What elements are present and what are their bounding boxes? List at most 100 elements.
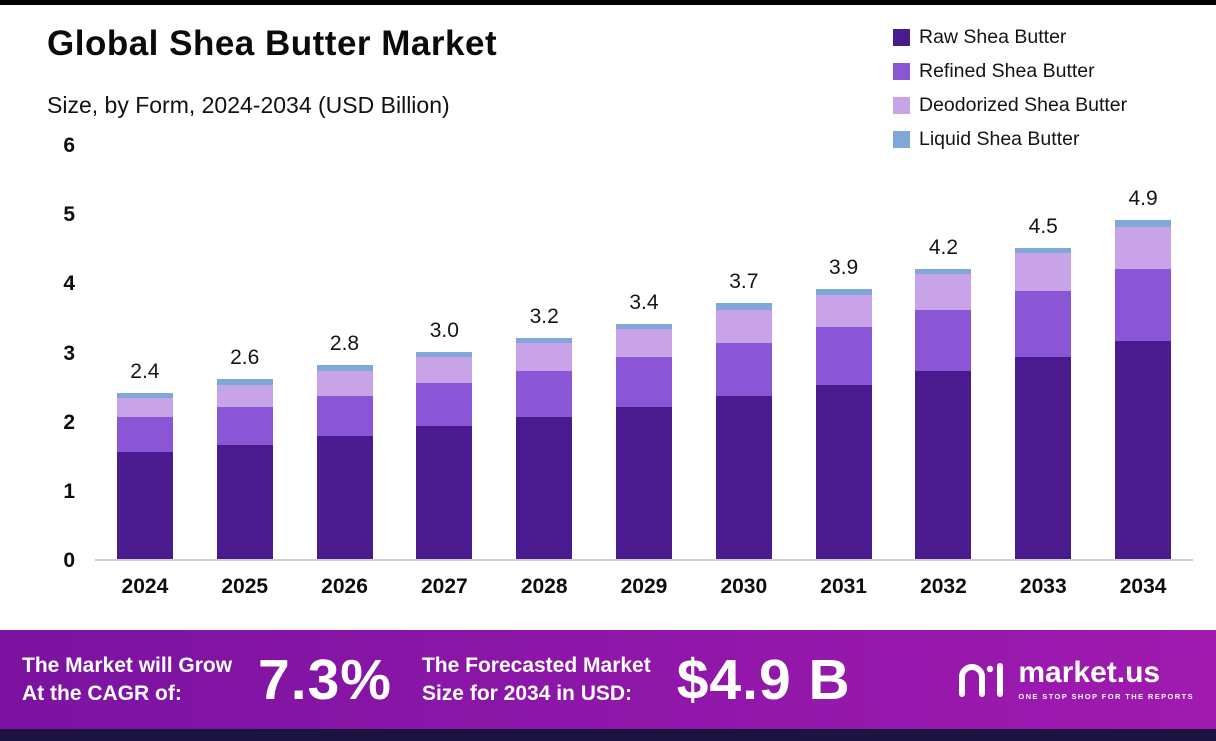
bar-group: 4.2 2032 [894, 146, 994, 598]
bar-segment-deodorized [416, 357, 473, 384]
y-tick-label: 2 [63, 410, 75, 434]
bar-total-label: 2.8 [329, 332, 360, 356]
bar-segment-liquid [216, 379, 273, 385]
bar-segment-refined [915, 310, 972, 371]
legend-swatch-liquid [893, 131, 910, 148]
legend-label: Refined Shea Butter [919, 60, 1095, 82]
brand-logo: market.us ONE STOP SHOP FOR THE REPORTS [956, 658, 1194, 701]
bar-group: 2.6 2025 [195, 146, 295, 598]
bar-group: 4.5 2033 [993, 146, 1093, 598]
x-axis-label: 2024 [121, 575, 169, 598]
bar-segment-liquid [715, 303, 772, 310]
bar-group: 3.7 2030 [694, 146, 794, 598]
x-axis-label: 2032 [920, 575, 967, 598]
bar-segment-raw [1115, 341, 1172, 559]
bar-segment-deodorized [915, 274, 972, 310]
bar-segment-deodorized [116, 397, 173, 418]
bar-segment-refined [216, 406, 273, 445]
bar-group: 3.9 2031 [794, 146, 894, 598]
bar-total-label: 2.6 [230, 346, 260, 370]
cagr-text: The Market will Grow At the CAGR of: [22, 653, 233, 705]
stacked-bar [1015, 146, 1072, 559]
legend-item-raw: Raw Shea Butter [893, 26, 1127, 49]
bar-segment-refined [615, 357, 672, 407]
bar-segment-raw [1015, 357, 1072, 559]
y-tick-label: 6 [63, 134, 75, 157]
bar-segment-liquid [116, 393, 173, 398]
bar-segment-liquid [915, 268, 972, 275]
stacked-bar [1115, 146, 1172, 559]
legend-label: Deodorized Shea Butter [919, 94, 1128, 116]
bar-group: 2.4 2024 [95, 146, 195, 598]
bar-segment-refined [116, 417, 173, 452]
bar-segment-raw [116, 451, 173, 559]
bar-segment-liquid [1115, 220, 1172, 227]
legend-item-liquid: Liquid Shea Butter [893, 128, 1127, 151]
legend-swatch-deodorized [893, 97, 910, 114]
legend: Raw Shea Butter Refined Shea Butter Deod… [893, 26, 1127, 162]
x-axis-label: 2033 [1019, 575, 1067, 598]
bar-segment-raw [615, 406, 672, 559]
legend-item-refined: Refined Shea Butter [893, 60, 1127, 83]
bar-segment-liquid [615, 323, 672, 330]
bar-total-label: 3.4 [629, 290, 659, 314]
stacked-bar [715, 146, 772, 559]
bar-total-label: 4.5 [1028, 214, 1058, 238]
x-axis-label: 2031 [820, 575, 867, 598]
stacked-bar [416, 146, 473, 559]
forecast-value: $4.9 B [676, 647, 851, 712]
stacked-bar [116, 146, 173, 559]
brand-text: market.us ONE STOP SHOP FOR THE REPORTS [1018, 656, 1194, 702]
y-tick-label: 3 [63, 341, 75, 365]
x-axis-label: 2030 [720, 575, 768, 598]
y-tick-label: 0 [63, 549, 75, 572]
brand-icon [959, 662, 1004, 697]
bar-segment-refined [416, 383, 473, 427]
bar-total-label: 2.4 [130, 360, 160, 383]
bar-segment-liquid [416, 351, 473, 358]
x-axis-label: 2025 [221, 575, 269, 598]
bar-group: 3.2 2028 [494, 146, 594, 598]
brand-tagline: ONE STOP SHOP FOR THE REPORTS [1018, 692, 1194, 701]
bar-total-label: 3.0 [429, 318, 459, 342]
legend-label: Liquid Shea Butter [919, 128, 1080, 150]
bar-segment-liquid [516, 337, 573, 344]
page-title: Global Shea Butter Market [47, 24, 498, 63]
bar-segment-refined [316, 395, 373, 436]
y-tick-label: 5 [63, 203, 75, 227]
bar-segment-deodorized [1015, 253, 1072, 292]
x-axis-label: 2029 [620, 575, 668, 598]
bar-total-label: 3.9 [829, 256, 859, 280]
bar-segment-raw [815, 384, 872, 559]
stacked-bar [915, 146, 972, 559]
brand-name: market.us [1018, 656, 1161, 689]
bar-segment-liquid [316, 365, 373, 371]
stacked-bar [516, 146, 573, 559]
bar-segment-raw [715, 396, 772, 559]
bar-segment-raw [316, 435, 373, 559]
x-axis-label: 2034 [1119, 575, 1167, 598]
bar-segment-raw [516, 417, 573, 559]
bar-segment-deodorized [1115, 227, 1172, 269]
forecast-text: The Forecasted Market Size for 2034 in U… [421, 653, 651, 705]
legend-swatch-raw [893, 29, 910, 46]
bar-segment-deodorized [815, 294, 872, 328]
bar-segment-refined [1015, 291, 1072, 358]
bar-segment-deodorized [216, 384, 273, 407]
x-axis-label: 2026 [321, 575, 368, 598]
stacked-bar [216, 146, 273, 559]
stacked-bar [815, 146, 872, 559]
x-axis-label: 2028 [520, 575, 568, 598]
bar-segment-refined [715, 342, 772, 397]
bar-segment-liquid [1015, 247, 1072, 254]
bar-segment-deodorized [316, 370, 373, 396]
bar-total-label: 3.7 [729, 270, 759, 294]
bar-total-label: 4.2 [928, 235, 959, 259]
bar-segment-refined [516, 370, 573, 418]
x-axis-label: 2027 [421, 575, 468, 598]
plot-area: 2.4 2024 2.6 2025 2.8 2026 3.0 2027 3.2 2028 3.4 20… [95, 146, 1193, 598]
bottom-strip [0, 729, 1216, 741]
legend-label: Raw Shea Butter [919, 26, 1067, 48]
bar-segment-raw [216, 444, 273, 559]
